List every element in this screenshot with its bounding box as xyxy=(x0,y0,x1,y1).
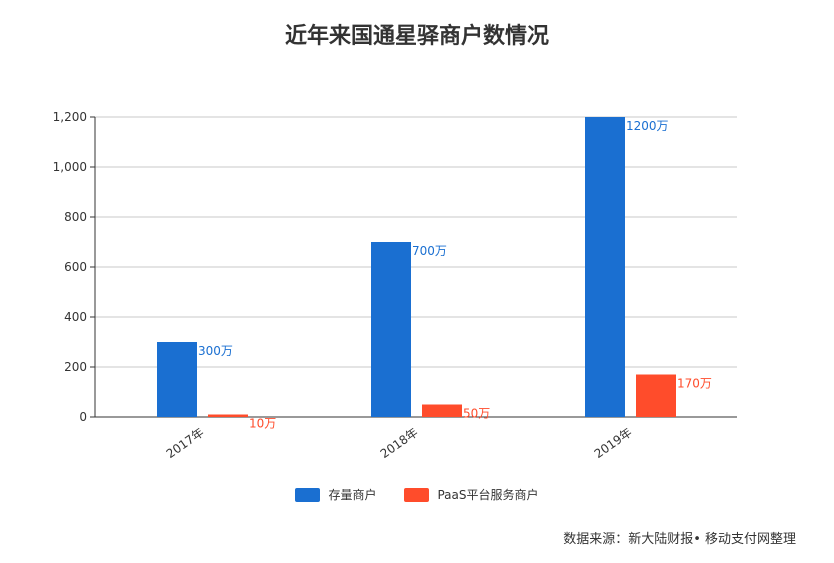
legend: 存量商户 PaaS平台服务商户 xyxy=(0,486,834,503)
y-tick-label: 1,000 xyxy=(53,160,87,174)
x-tick-label: 2019年 xyxy=(592,425,635,461)
y-tick-label: 200 xyxy=(64,360,87,374)
y-tick-label: 800 xyxy=(64,210,87,224)
data-label: 10万 xyxy=(249,417,276,431)
data-label: 1200万 xyxy=(626,119,669,133)
chart-title: 近年来国通星驿商户数情况 xyxy=(284,24,549,49)
data-label: 300万 xyxy=(198,344,233,358)
x-tick-label: 2017年 xyxy=(164,425,207,461)
bar-paas xyxy=(636,374,676,417)
bar-stock xyxy=(585,117,625,417)
y-tick-label: 400 xyxy=(64,310,87,324)
legend-swatch-paas xyxy=(404,487,430,502)
data-label: 50万 xyxy=(463,407,490,421)
legend-swatch-stock xyxy=(295,487,321,502)
source-note: 数据来源：新大陆财报• 移动支付网整理 xyxy=(563,532,796,547)
y-tick-label: 0 xyxy=(79,410,87,424)
bar-paas xyxy=(422,404,462,417)
legend-item-paas[interactable]: PaaS平台服务商户 xyxy=(404,486,539,503)
y-tick-label: 600 xyxy=(64,260,87,274)
data-label: 700万 xyxy=(412,244,447,258)
bar-stock xyxy=(371,242,411,417)
bar-paas xyxy=(208,414,248,417)
legend-label-stock: 存量商户 xyxy=(328,488,377,502)
legend-item-stock[interactable]: 存量商户 xyxy=(295,486,376,503)
y-tick-label: 1,200 xyxy=(53,110,87,124)
legend-label-paas: PaaS平台服务商户 xyxy=(437,488,539,502)
bar-chart: 0 200 400 600 800 1,000 1,200 300万 10万 2017年 700万 5… xyxy=(53,110,737,461)
bar-stock xyxy=(157,342,197,417)
x-tick-label: 2018年 xyxy=(378,425,421,461)
data-label: 170万 xyxy=(677,377,712,391)
